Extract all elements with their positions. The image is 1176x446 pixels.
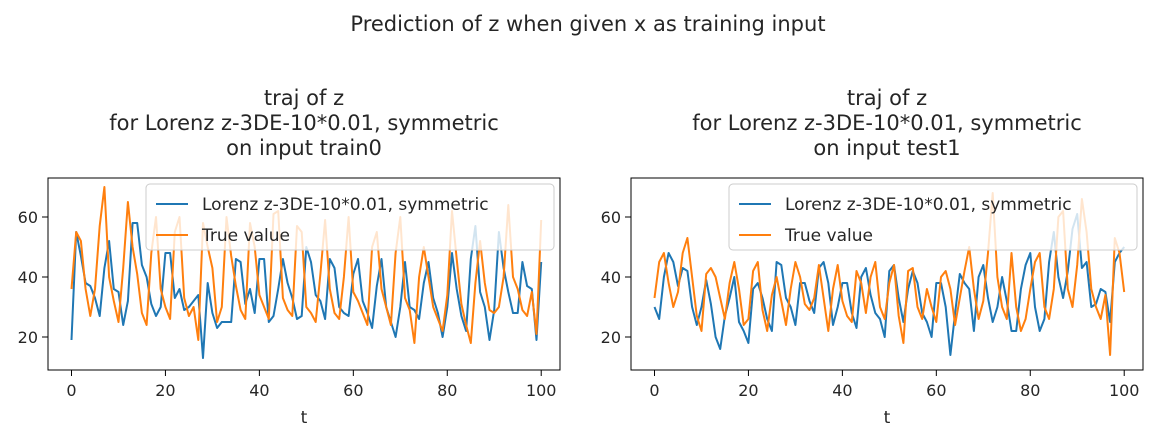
chart-1-xtick-label: 100	[526, 381, 557, 400]
chart-2-xtick-label: 20	[738, 381, 758, 400]
chart-2-title-line-3: on input test1	[813, 136, 961, 160]
chart-2-xtick-label: 0	[649, 381, 659, 400]
chart-2-title-line-1: traj of z	[846, 86, 928, 110]
chart-1-xtick-label: 60	[343, 381, 363, 400]
chart-1-ytick-label: 20	[18, 328, 38, 347]
chart-1-legend: Lorenz z-3DE-10*0.01, symmetric True valu…	[145, 183, 555, 251]
chart-1-plot: 0 20 40 60 80 100 20 40 60 t Lorenz z-3DE-10*0.01,…	[18, 177, 561, 428]
chart-2-title-line-2: for Lorenz z-3DE-10*0.01, symmetric	[692, 111, 1082, 135]
chart-1-ytick-label: 60	[18, 208, 38, 227]
chart-2-xtick-label: 40	[832, 381, 852, 400]
chart-1-series-2-line	[70, 186, 543, 344]
chart-1-xtick-label: 40	[249, 381, 269, 400]
chart-2-legend-label-1: Lorenz z-3DE-10*0.01, symmetric	[785, 195, 1072, 215]
chart-1-xlabel: t	[301, 408, 308, 428]
chart-1-legend-label-2: True value	[201, 226, 290, 246]
chart-1-ytick-label: 40	[18, 268, 38, 287]
chart-2-legend-label-2: True value	[784, 226, 873, 246]
chart-1-legend-label-1: Lorenz z-3DE-10*0.01, symmetric	[202, 195, 489, 215]
chart-2-xtick-label: 60	[926, 381, 946, 400]
chart-2-plot: 0 20 40 60 80 100 20 40 60 t Lorenz z-3DE-10*0.01,…	[601, 177, 1144, 428]
chart-2-ytick-label: 60	[601, 208, 621, 227]
chart-2-xlabel: t	[884, 408, 891, 428]
chart-1-xtick-label: 20	[155, 381, 175, 400]
chart-1-title: traj of z for Lorenz z-3DE-10*0.01, symm…	[48, 86, 560, 161]
chart-2-title: traj of z for Lorenz z-3DE-10*0.01, symm…	[631, 86, 1143, 161]
chart-1-title-line-1: traj of z	[263, 86, 345, 110]
chart-1-xtick-label: 0	[66, 381, 76, 400]
chart-2-axes-frame	[630, 177, 1144, 371]
chart-1-xtick-label: 80	[437, 381, 457, 400]
chart-2-xtick-label: 80	[1020, 381, 1040, 400]
chart-2-series-2-line	[653, 192, 1126, 356]
chart-1-legend-box	[145, 183, 555, 251]
chart-2-xtick-label: 100	[1109, 381, 1140, 400]
chart-2-ytick-label: 20	[601, 328, 621, 347]
figure-title: Prediction of z when given x as training…	[350, 12, 826, 36]
chart-1-title-line-3: on input train0	[226, 136, 382, 160]
chart-2-ytick-label: 40	[601, 268, 621, 287]
chart-2-legend: Lorenz z-3DE-10*0.01, symmetric True valu…	[728, 183, 1138, 251]
chart-2-legend-box	[728, 183, 1138, 251]
chart-2-series-1-line	[653, 213, 1125, 356]
chart-1-title-line-2: for Lorenz z-3DE-10*0.01, symmetric	[109, 111, 499, 135]
chart-1-axes-frame	[47, 177, 561, 371]
